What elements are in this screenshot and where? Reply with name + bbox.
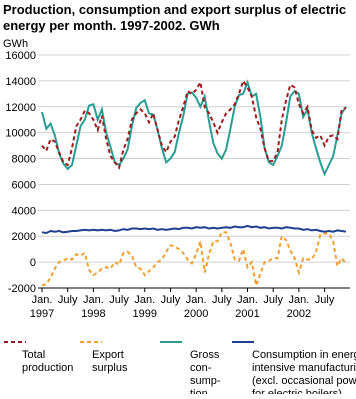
x-tick-label: Jan. (237, 294, 258, 306)
x-tick-label: July (212, 294, 232, 306)
x-year-label: 1998 (81, 308, 105, 320)
x-tick-label: July (263, 294, 283, 306)
x-tick-label: July (315, 294, 335, 306)
series-line (41, 78, 347, 170)
y-tick-label: 10000 (5, 128, 36, 140)
x-year-label: 2002 (287, 308, 311, 320)
series-line (41, 231, 347, 290)
y-tick-label: 4000 (12, 205, 36, 217)
x-year-label: 1999 (133, 308, 157, 320)
x-year-label: 2001 (235, 308, 259, 320)
legend-label: Consumption in energy-intensive manufact… (252, 349, 356, 394)
y-tick-label: 16000 (5, 50, 36, 62)
y-tick-label: 2000 (12, 231, 36, 243)
x-year-label: 2000 (184, 308, 208, 320)
x-tick-label: Jan. (83, 294, 104, 306)
y-tick-label: 6000 (12, 179, 36, 191)
x-tick-label: Jan. (289, 294, 310, 306)
x-year-label: 1997 (30, 308, 54, 320)
x-tick-label: Jan. (134, 294, 155, 306)
y-unit: GWh (3, 38, 28, 50)
x-tick-label: July (161, 294, 181, 306)
y-tick-label: 14000 (5, 76, 36, 88)
x-tick-label: July (58, 294, 78, 306)
series-line (41, 224, 347, 235)
legend-label: Export surplus (92, 349, 128, 374)
y-tick-label: 0 (30, 257, 36, 269)
x-tick-label: July (109, 294, 129, 306)
series-line (41, 79, 347, 177)
x-tick-label: Jan. (32, 294, 53, 306)
legend-label: Gross con-sump-tion (190, 349, 221, 394)
x-tick-label: Jan. (186, 294, 207, 306)
y-tick-label: 8000 (12, 154, 36, 166)
y-tick-label: -2000 (8, 283, 36, 295)
y-tick-label: 12000 (5, 102, 36, 114)
chart-title: Production, consumption and export surpl… (3, 2, 346, 33)
legend-label: Total production (22, 349, 73, 374)
